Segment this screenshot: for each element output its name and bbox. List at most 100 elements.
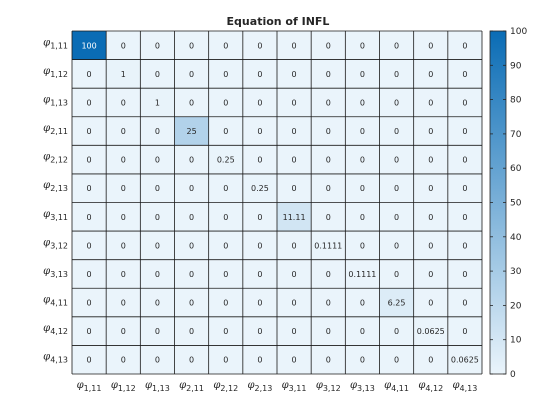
heatmap-cell <box>242 259 277 289</box>
cell-value-label: 0 <box>87 98 92 107</box>
cell-value-label: 0 <box>326 70 331 79</box>
heatmap-cell <box>311 202 346 232</box>
cell-value-label: 0 <box>189 98 194 107</box>
heatmap-cell <box>242 145 277 174</box>
col-tick-subscript: 2,11 <box>186 384 204 393</box>
cell-value-label: 0 <box>462 213 467 222</box>
heatmap-cell <box>379 88 414 117</box>
row-tick-subscript: 2,12 <box>50 156 68 165</box>
heatmap-cell <box>72 202 107 232</box>
heatmap-cell <box>311 116 346 146</box>
heatmap-cell <box>174 288 209 317</box>
heatmap-cell <box>174 88 209 117</box>
heatmap-cell <box>277 231 312 260</box>
col-tick-label: φ3,11 <box>282 380 307 393</box>
cell-value-label: 0.25 <box>251 184 269 193</box>
cell-value-label: 0 <box>257 213 262 222</box>
colorbar-tick-label: 0 <box>510 370 516 380</box>
cell-value-label: 0 <box>257 356 262 365</box>
heatmap-cell <box>413 173 448 203</box>
heatmap-cell <box>242 288 277 317</box>
cell-value-label: 0 <box>292 241 297 250</box>
heatmap-cells: 100 0 0 0 0 0 0 0 0 0 0 00 1 0 0 0 0 0 0 0 0 0 00 0 1 0 0 0 0 0 0 0 0 00 0… <box>72 31 482 374</box>
col-tick-label: φ1,12 <box>111 380 136 393</box>
cell-value-label: 0 <box>121 213 126 222</box>
heatmap-cell <box>140 345 175 374</box>
cell-value-label: 0 <box>428 299 433 308</box>
cell-value-label: 0 <box>360 70 365 79</box>
heatmap-cell <box>174 145 209 174</box>
heatmap-cell <box>72 31 107 60</box>
heatmap-cell <box>174 316 209 346</box>
cell-value-label: 0 <box>394 327 399 336</box>
heatmap-cell <box>72 88 107 117</box>
heatmap-cell <box>277 173 312 203</box>
cell-value-label: 0 <box>360 241 365 250</box>
cell-value-label: 0 <box>121 41 126 50</box>
cell-value-label: 0 <box>360 127 365 136</box>
heatmap-cell <box>242 202 277 232</box>
heatmap-cell <box>345 31 380 60</box>
heatmap-cell <box>413 259 448 289</box>
cell-value-label: 0 <box>394 184 399 193</box>
row-tick-labels: φ1,11φ1,12φ1,13φ2,11φ2,12φ2,13φ3,11φ3,12… <box>43 37 68 364</box>
col-tick-subscript: 1,11 <box>84 384 102 393</box>
heatmap-cell <box>106 145 141 174</box>
cell-value-label: 0 <box>394 127 399 136</box>
heatmap-cell <box>447 231 482 260</box>
col-tick-symbol: φ <box>213 380 220 391</box>
cell-value-label: 0 <box>292 270 297 279</box>
colorbar-tick-label: 50 <box>510 199 522 209</box>
cell-value-label: 0.1111 <box>348 270 376 279</box>
cell-value-label: 0 <box>223 270 228 279</box>
col-tick-subscript: 4,11 <box>391 384 409 393</box>
cell-value-label: 0 <box>462 127 467 136</box>
colorbar-tick-label: 100 <box>510 27 527 37</box>
row-tick-subscript: 3,12 <box>50 241 68 250</box>
heatmap-cell <box>72 173 107 203</box>
cell-value-label: 0 <box>257 70 262 79</box>
cell-value-label: 25 <box>186 127 196 136</box>
heatmap-cell <box>242 173 277 203</box>
cell-value-label: 0 <box>394 356 399 365</box>
cell-value-label: 0 <box>121 327 126 336</box>
cell-value-label: 0 <box>155 41 160 50</box>
row-tick-subscript: 1,11 <box>50 41 68 50</box>
cell-value-label: 0 <box>155 184 160 193</box>
heatmap-cell <box>174 231 209 260</box>
heatmap-cell <box>447 345 482 374</box>
row-tick-subscript: 2,11 <box>50 127 68 136</box>
heatmap-cell <box>447 259 482 289</box>
cell-value-label: 0 <box>223 98 228 107</box>
cell-value-label: 0 <box>189 241 194 250</box>
cell-value-label: 0 <box>121 127 126 136</box>
cell-value-label: 0 <box>360 299 365 308</box>
row-tick-subscript: 4,11 <box>50 299 68 308</box>
heatmap-cell <box>106 316 141 346</box>
col-tick-subscript: 4,12 <box>425 384 443 393</box>
heatmap-cell <box>208 202 243 232</box>
chart-title: Equation of INFL <box>227 15 330 28</box>
heatmap-cell <box>140 316 175 346</box>
heatmap-cell <box>447 173 482 203</box>
row-tick-label: φ1,12 <box>43 66 68 79</box>
heatmap-cell <box>413 59 448 89</box>
cell-value-label: 0 <box>326 270 331 279</box>
cell-value-label: 0 <box>257 327 262 336</box>
cell-value-label: 0 <box>394 98 399 107</box>
heatmap-cell <box>447 145 482 174</box>
cell-value-label: 0 <box>155 156 160 165</box>
heatmap-cell <box>208 88 243 117</box>
heatmap-cell <box>379 31 414 60</box>
heatmap-cell <box>72 145 107 174</box>
heatmap-cell <box>140 116 175 146</box>
heatmap-cell <box>311 173 346 203</box>
row-tick-label: φ3,12 <box>43 237 68 250</box>
col-tick-subscript: 1,13 <box>152 384 170 393</box>
cell-value-label: 0 <box>360 156 365 165</box>
heatmap-cell <box>208 259 243 289</box>
heatmap-cell <box>140 59 175 89</box>
cell-value-label: 0 <box>257 270 262 279</box>
cell-value-label: 0 <box>155 70 160 79</box>
heatmap-cell <box>174 116 209 146</box>
